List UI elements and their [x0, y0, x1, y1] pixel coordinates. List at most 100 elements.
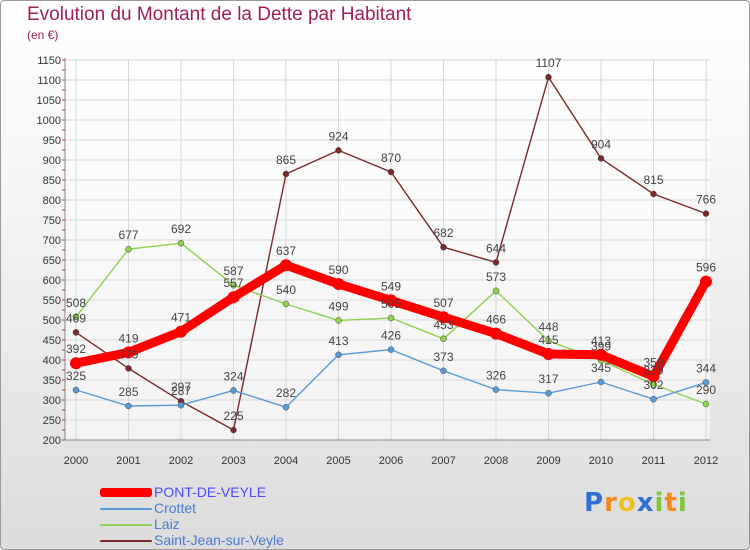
data-label: 225 [223, 409, 243, 423]
data-point [490, 327, 502, 340]
y-tick-label: 250 [43, 415, 61, 427]
data-label: 904 [591, 137, 611, 151]
x-tick-label: 2008 [484, 455, 508, 467]
data-label: 499 [328, 299, 348, 313]
chart-unit: (en €) [27, 28, 59, 42]
data-label: 540 [276, 283, 296, 297]
y-tick-label: 1150 [37, 55, 61, 67]
data-point [545, 337, 552, 345]
data-point [597, 378, 605, 386]
data-point [335, 317, 342, 324]
data-point [700, 275, 712, 288]
data-point [387, 168, 395, 176]
data-label: 466 [486, 313, 506, 327]
data-label: 1107 [536, 56, 562, 70]
data-point [492, 259, 500, 266]
y-tick-label: 900 [43, 155, 61, 167]
data-point [177, 401, 185, 409]
data-point [125, 365, 132, 372]
data-label: 507 [433, 296, 453, 310]
y-tick-label: 800 [43, 195, 61, 207]
data-point [282, 300, 290, 308]
data-point [545, 73, 552, 81]
data-label: 326 [486, 369, 506, 383]
data-point [545, 389, 552, 397]
data-label: 587 [223, 264, 243, 278]
data-point [492, 386, 500, 393]
data-label: 290 [696, 383, 716, 397]
data-label: 317 [538, 372, 558, 386]
data-point [647, 370, 660, 383]
legend-swatch [100, 488, 152, 497]
data-point [440, 243, 447, 251]
data-point [387, 346, 395, 353]
proxiti-logo: Proxiti [584, 488, 688, 518]
data-label: 924 [328, 129, 348, 143]
y-tick-label: 450 [43, 335, 61, 347]
logo-letter: i [654, 488, 665, 518]
data-label: 392 [66, 342, 86, 356]
data-label: 508 [66, 296, 86, 310]
data-point [230, 387, 237, 394]
data-point [332, 278, 345, 290]
data-point [437, 311, 450, 324]
x-tick-label: 2000 [64, 455, 88, 467]
data-point [335, 147, 342, 154]
data-label: 413 [591, 334, 611, 348]
x-tick-label: 2006 [379, 455, 403, 467]
data-label: 596 [696, 261, 716, 275]
y-tick-label: 650 [43, 255, 61, 267]
y-tick-label: 500 [43, 315, 61, 327]
legend-label: Saint-Jean-sur-Veyle [154, 532, 284, 548]
data-point [282, 403, 290, 411]
data-label: 469 [66, 311, 86, 325]
data-point [125, 245, 132, 253]
y-tick-label: 300 [43, 395, 61, 407]
y-tick-label: 550 [43, 295, 61, 307]
data-label: 692 [171, 222, 191, 236]
y-tick-label: 400 [43, 355, 61, 367]
data-point [175, 325, 187, 338]
logo-letter: t [664, 488, 678, 518]
data-label: 413 [328, 334, 348, 348]
data-point [230, 426, 237, 434]
y-tick-label: 200 [43, 435, 61, 447]
data-label: 453 [433, 318, 453, 332]
data-label: 344 [696, 361, 716, 375]
legend-swatch [100, 540, 152, 542]
data-point [72, 386, 80, 394]
data-label: 682 [433, 226, 453, 240]
logo-letter: o [617, 488, 637, 518]
data-point [72, 329, 80, 336]
data-point [702, 379, 710, 386]
data-label: 644 [486, 241, 506, 255]
data-point [387, 314, 395, 322]
data-point [227, 291, 240, 304]
y-tick-label: 600 [43, 275, 61, 287]
y-tick-label: 1050 [37, 95, 61, 107]
legend-label: PONT-DE-VEYLE [154, 484, 267, 500]
data-label: 471 [171, 311, 191, 325]
y-tick-label: 1100 [37, 75, 61, 87]
data-point [597, 155, 605, 162]
data-label: 557 [223, 276, 243, 290]
data-point [542, 348, 555, 360]
logo-letter: i [677, 488, 688, 518]
data-point [335, 351, 342, 359]
data-label: 282 [276, 386, 296, 400]
data-label: 302 [643, 378, 663, 392]
data-label: 426 [381, 329, 401, 343]
y-tick-label: 1000 [37, 115, 61, 127]
x-tick-label: 2002 [169, 455, 193, 467]
plot-area [65, 60, 710, 440]
x-tick-label: 2009 [536, 455, 560, 467]
logo-letter: x [636, 488, 655, 518]
x-tick-label: 2012 [694, 455, 718, 467]
x-tick-label: 2007 [431, 455, 455, 467]
data-point [492, 287, 500, 295]
data-point [280, 259, 292, 272]
data-label: 448 [538, 320, 558, 334]
data-label: 373 [433, 350, 453, 364]
data-label: 870 [381, 151, 401, 165]
data-point [650, 395, 657, 403]
